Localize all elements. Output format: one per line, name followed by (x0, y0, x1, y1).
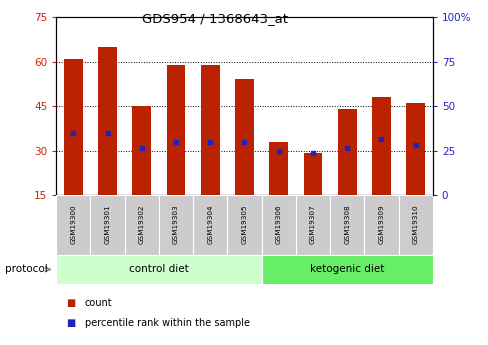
Text: GSM19304: GSM19304 (207, 204, 213, 244)
FancyBboxPatch shape (124, 195, 159, 255)
Bar (64, 59, 82, 195)
Text: GSM19305: GSM19305 (241, 204, 247, 244)
Text: ■: ■ (66, 298, 75, 307)
Text: GSM19307: GSM19307 (309, 204, 315, 244)
Text: ketogenic diet: ketogenic diet (309, 265, 384, 274)
Text: GSM19308: GSM19308 (344, 204, 349, 244)
Text: GSM19309: GSM19309 (378, 204, 384, 244)
Bar (166, 65, 185, 195)
Point (308, 151, 316, 156)
Text: GSM19303: GSM19303 (173, 204, 179, 244)
Text: GDS954 / 1368643_at: GDS954 / 1368643_at (142, 12, 287, 25)
FancyBboxPatch shape (364, 195, 398, 255)
Bar (303, 154, 322, 195)
Text: count: count (84, 298, 112, 307)
FancyBboxPatch shape (227, 195, 261, 255)
Point (240, 139, 248, 144)
Point (343, 145, 350, 150)
FancyBboxPatch shape (261, 195, 295, 255)
Point (138, 145, 145, 150)
Text: GSM19306: GSM19306 (275, 204, 281, 244)
Point (172, 139, 180, 144)
Bar (337, 109, 356, 195)
FancyBboxPatch shape (261, 255, 432, 284)
Text: GSM19301: GSM19301 (104, 204, 110, 244)
FancyBboxPatch shape (56, 195, 90, 255)
Bar (269, 141, 287, 195)
Point (206, 139, 214, 144)
FancyBboxPatch shape (56, 255, 261, 284)
Text: control diet: control diet (129, 265, 188, 274)
Bar (406, 103, 424, 195)
Point (69, 130, 77, 136)
FancyBboxPatch shape (159, 195, 193, 255)
Text: protocol: protocol (5, 265, 47, 274)
FancyBboxPatch shape (295, 195, 329, 255)
Point (411, 142, 419, 147)
FancyBboxPatch shape (193, 195, 227, 255)
Point (103, 130, 111, 136)
FancyBboxPatch shape (398, 195, 432, 255)
Point (377, 136, 385, 141)
Text: GSM19300: GSM19300 (70, 204, 76, 244)
FancyBboxPatch shape (329, 195, 364, 255)
Bar (371, 97, 390, 195)
Text: GSM19310: GSM19310 (412, 204, 418, 244)
Bar (98, 47, 117, 195)
Bar (201, 65, 219, 195)
Bar (235, 79, 253, 195)
Text: ■: ■ (66, 318, 75, 328)
Text: percentile rank within the sample: percentile rank within the sample (84, 318, 249, 328)
Point (274, 148, 282, 153)
Text: GSM19302: GSM19302 (139, 204, 144, 244)
Bar (132, 106, 151, 195)
FancyBboxPatch shape (90, 195, 124, 255)
